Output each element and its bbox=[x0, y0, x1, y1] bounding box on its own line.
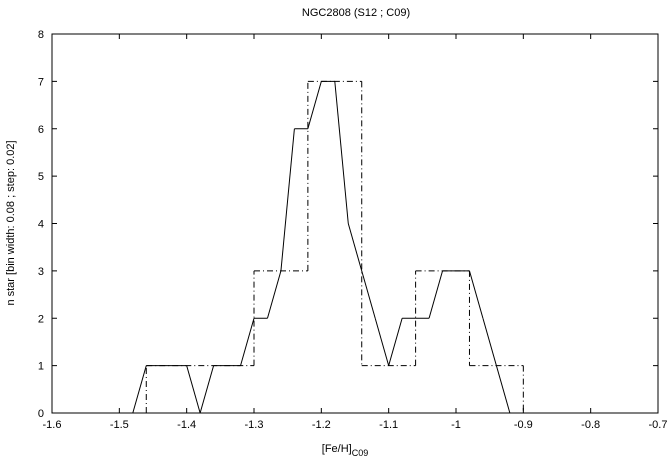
y-tick-label: 0 bbox=[38, 408, 44, 420]
plot-frame bbox=[51, 33, 659, 414]
solid-line-segment bbox=[482, 318, 497, 366]
solid-line-segment bbox=[428, 270, 444, 319]
y-tick-label: 6 bbox=[38, 124, 44, 136]
x-axis-label: [Fe/H]C09 bbox=[322, 443, 368, 458]
x-tick-label: -0.8 bbox=[581, 419, 600, 431]
x-tick-label: -1.4 bbox=[177, 419, 196, 431]
solid-line-segment bbox=[307, 81, 322, 129]
axes: -1.6 -1.5 -1.4 -1.3 -1.2 -1.1 -1 -0.9 -0.8 -0.7 0 1… bbox=[38, 29, 668, 431]
solid-line-segment bbox=[468, 270, 484, 319]
series-dashdot bbox=[145, 80, 524, 413]
x-tick-label: -1.3 bbox=[245, 419, 264, 431]
x-tick-label: -1.1 bbox=[379, 419, 398, 431]
x-tick-label: -1.5 bbox=[110, 419, 129, 431]
solid-line-segment bbox=[495, 365, 511, 414]
x-tick-label: -0.9 bbox=[514, 419, 533, 431]
y-tick-label: 3 bbox=[38, 266, 44, 278]
x-tick-label: -1.2 bbox=[312, 419, 331, 431]
solid-line-segment bbox=[374, 318, 390, 366]
x-tick-label: -0.7 bbox=[649, 419, 668, 431]
y-tick-label: 5 bbox=[38, 171, 44, 183]
solid-line-segment bbox=[186, 365, 201, 414]
solid-line-segment bbox=[199, 365, 215, 414]
solid-line-segment bbox=[361, 270, 376, 319]
x-axis-label-sub: C09 bbox=[352, 448, 369, 458]
y-axis-label: n star [bin width: 0.08 ; step: 0.02] bbox=[5, 140, 17, 305]
solid-line-segment bbox=[132, 365, 147, 414]
solid-line-segment bbox=[388, 318, 403, 366]
x-axis-label-main: [Fe/H] bbox=[322, 443, 352, 455]
series-solid bbox=[52, 80, 632, 414]
x-tick-label: -1.6 bbox=[43, 419, 62, 431]
solid-line-segment bbox=[280, 128, 295, 271]
x-tick-label: -1 bbox=[451, 419, 461, 431]
y-tick-label: 1 bbox=[38, 361, 44, 373]
solid-line-segment bbox=[240, 318, 255, 366]
y-tick-label: 2 bbox=[38, 313, 44, 325]
solid-line-segment bbox=[334, 81, 349, 224]
y-tick-label: 7 bbox=[38, 76, 44, 88]
chart-title: NGC2808 (S12 ; C09) bbox=[302, 7, 410, 19]
solid-line-segment bbox=[347, 223, 363, 272]
y-tick-label: 4 bbox=[38, 219, 44, 231]
plot-area bbox=[52, 80, 632, 414]
y-tick-label: 8 bbox=[38, 29, 44, 41]
solid-line-segment bbox=[266, 270, 282, 319]
